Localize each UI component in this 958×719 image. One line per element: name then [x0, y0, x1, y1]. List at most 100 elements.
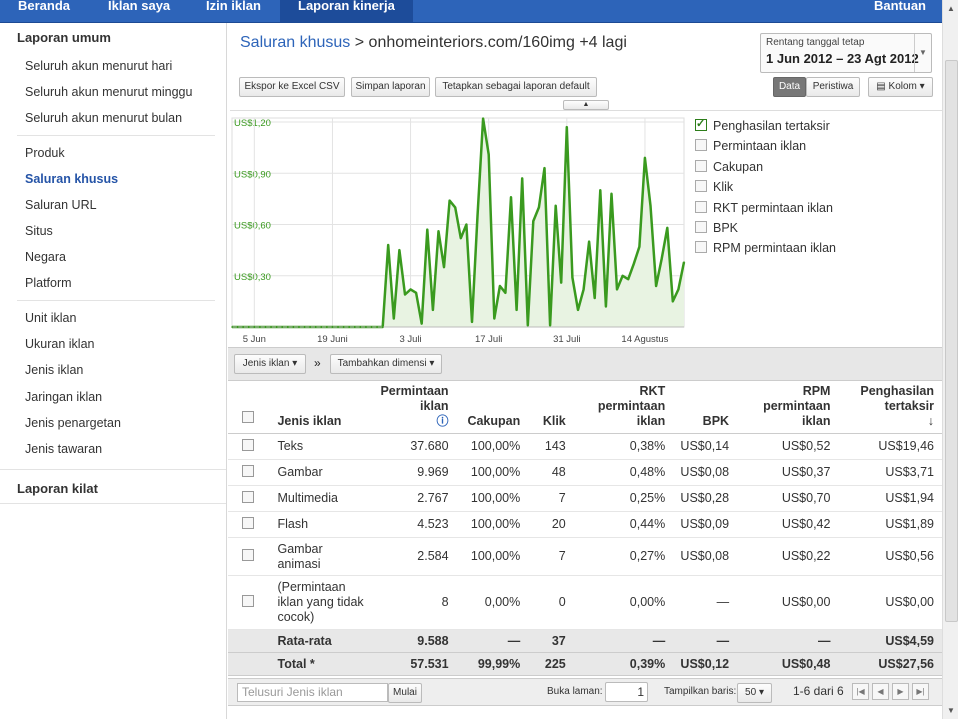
rows-per-page-label: Tampilkan baris: [664, 686, 737, 697]
column-header-ad-type[interactable]: Jenis iklan [273, 380, 375, 434]
data-point [281, 326, 284, 328]
x-tick-label: 5 Jun [243, 334, 266, 345]
set-default-report-button[interactable]: Tetapkan sebagai laporan default [435, 77, 597, 97]
legend-item[interactable]: Cakupan [695, 159, 763, 174]
legend-checkbox[interactable] [695, 241, 707, 254]
table-row[interactable]: Gambar animasi 2.584 100,00% 7 0,27% US$0,08 U… [228, 537, 942, 576]
sidebar-item-custom-channels[interactable]: Saluran khusus [25, 172, 119, 186]
row-checkbox[interactable] [242, 490, 254, 503]
legend-item[interactable]: RKT permintaan iklan [695, 200, 833, 215]
breadcrumb-link[interactable]: Saluran khusus [240, 34, 351, 51]
sidebar-item-ad-types[interactable]: Jenis iklan [25, 363, 84, 377]
table-row[interactable]: Flash 4.523 100,00% 20 0,44% US$0,09 US$0,42 US… [228, 511, 942, 538]
ad-type-dimension-button[interactable]: Jenis iklan ▾ [234, 354, 306, 374]
row-checkbox[interactable] [242, 548, 254, 561]
data-point [443, 266, 445, 269]
sidebar-item-ad-sizes[interactable]: Ukuran iklan [25, 337, 95, 351]
table-row[interactable]: (Permintaan iklan yang tidak cocok) 8 0,00… [228, 575, 942, 630]
save-report-button[interactable]: Simpan laporan [351, 77, 430, 97]
vertical-scrollbar[interactable]: ▲ ▼ [942, 0, 958, 719]
row-checkbox[interactable] [242, 594, 254, 607]
sidebar-item-by-week[interactable]: Seluruh akun menurut minggu [25, 85, 193, 99]
columns-button[interactable]: ▤ Kolom ▾ [868, 77, 933, 97]
sidebar-item-sites[interactable]: Situs [25, 224, 53, 238]
row-checkbox[interactable] [242, 516, 254, 529]
add-dimension-button[interactable]: Tambahkan dimensi ▾ [330, 354, 442, 374]
help-link[interactable]: Bantuan [874, 0, 926, 13]
column-header-cpc[interactable]: BPK [673, 380, 738, 434]
sidebar-item-bid-types[interactable]: Jenis tawaran [25, 442, 103, 456]
legend-checkbox[interactable] [695, 200, 707, 213]
dimension-arrow: » [314, 356, 321, 370]
rows-per-page-select[interactable]: 50 ▾ [737, 683, 772, 703]
breadcrumb-separator: > [354, 34, 365, 51]
tab-my-ads[interactable]: Iklan saya [108, 0, 171, 13]
sidebar-heading-quick[interactable]: Laporan kilat [17, 481, 98, 496]
collapse-chart-button[interactable]: ▲ [563, 100, 609, 110]
summary-cell: US$4,59 [838, 629, 942, 653]
tab-ad-review[interactable]: Izin iklan [206, 0, 261, 13]
sidebar-item-targeting-types[interactable]: Jenis penargetan [25, 416, 121, 430]
page-number-input[interactable]: 1 [605, 682, 648, 702]
search-start-button[interactable]: Mulai [388, 683, 422, 703]
data-point [275, 326, 278, 328]
legend-checkbox[interactable] [695, 180, 707, 193]
column-header-rpm[interactable]: RPM permintaan iklan [737, 380, 839, 434]
scroll-up-icon[interactable]: ▲ [947, 4, 955, 13]
table-row[interactable]: Multimedia 2.767 100,00% 7 0,25% US$0,28 US$0,… [228, 485, 942, 512]
sidebar-item-by-day[interactable]: Seluruh akun menurut hari [25, 59, 173, 73]
data-point [259, 326, 261, 328]
column-header-earnings-label: Penghasilan tertaksir [860, 384, 934, 413]
sidebar-item-countries[interactable]: Negara [25, 250, 66, 264]
prev-page-icon[interactable]: ◀ [872, 683, 889, 700]
tab-home[interactable]: Beranda [18, 0, 71, 13]
legend-item[interactable]: Permintaan iklan [695, 139, 806, 153]
column-header-earnings[interactable]: Penghasilan tertaksir ↓ [838, 380, 942, 434]
ad-type-dimension-label: Jenis iklan [242, 358, 290, 369]
sidebar-item-ad-units[interactable]: Unit iklan [25, 311, 77, 325]
legend-checkbox[interactable] [695, 139, 707, 152]
tab-performance-reports[interactable]: Laporan kinerja [280, 0, 413, 22]
legend-item[interactable]: Klik [695, 180, 733, 194]
select-all-checkbox[interactable] [242, 411, 254, 423]
scroll-down-icon[interactable]: ▼ [947, 706, 955, 715]
last-page-icon[interactable]: ▶| [912, 683, 929, 700]
sidebar-item-by-month[interactable]: Seluruh akun menurut bulan [25, 111, 183, 125]
next-page-icon[interactable]: ▶ [892, 683, 909, 700]
data-view-button[interactable]: Data [773, 77, 806, 97]
legend-checkbox[interactable] [695, 159, 707, 172]
legend-item[interactable]: BPK [695, 221, 738, 235]
sidebar-item-platforms[interactable]: Platform [25, 276, 72, 290]
legend-item[interactable]: Penghasilan tertaksir [695, 117, 830, 133]
row-checkbox[interactable] [242, 438, 254, 451]
legend-checkbox[interactable] [695, 221, 707, 233]
table-row[interactable]: Gambar 9.969 100,00% 48 0,48% US$0,08 US$0,37 U… [228, 459, 942, 486]
column-header-coverage[interactable]: Cakupan [456, 380, 529, 434]
column-header-ctr[interactable]: RKT permintaan iklan [573, 380, 674, 434]
legend-item[interactable]: RPM permintaan iklan [695, 241, 836, 255]
sidebar-item-url-channels[interactable]: Saluran URL [25, 198, 97, 212]
sidebar-item-ad-networks[interactable]: Jaringan iklan [25, 390, 103, 404]
column-header-ad-requests[interactable]: Permintaan iklan ⓘ [374, 380, 457, 434]
data-point [353, 326, 356, 328]
table-footer: Telusuri Jenis iklan Mulai Buka laman: 1… [228, 678, 942, 706]
table-cell: 100,00% [456, 459, 529, 486]
export-csv-button[interactable]: Ekspor ke Excel CSV [239, 77, 345, 97]
column-header-clicks[interactable]: Klik [528, 380, 574, 434]
table-row[interactable]: Teks 37.680 100,00% 143 0,38% US$0,14 US$0,52 U… [228, 433, 942, 460]
legend-label: Permintaan iklan [713, 139, 807, 154]
scroll-thumb[interactable] [945, 60, 958, 622]
first-page-icon[interactable]: |◀ [852, 683, 869, 700]
events-view-button[interactable]: Peristiwa [806, 77, 860, 97]
search-input[interactable]: Telusuri Jenis iklan [237, 683, 388, 702]
chevron-down-icon[interactable]: ▼ [914, 34, 931, 72]
legend-label: Penghasilan tertaksir [713, 119, 830, 133]
legend-checkbox[interactable] [695, 117, 707, 131]
chevron-down-icon: ▾ [292, 358, 298, 369]
row-checkbox[interactable] [242, 464, 254, 477]
date-range-picker[interactable]: Rentang tanggal tetap 1 Jun 2012 – 23 Ag… [760, 33, 932, 73]
sidebar-item-products[interactable]: Produk [25, 146, 65, 160]
info-icon[interactable]: ⓘ [436, 414, 449, 428]
pagination-range: 1-6 dari 6 [793, 684, 844, 698]
sidebar: Laporan umum Seluruh akun menurut hari S… [0, 23, 227, 719]
